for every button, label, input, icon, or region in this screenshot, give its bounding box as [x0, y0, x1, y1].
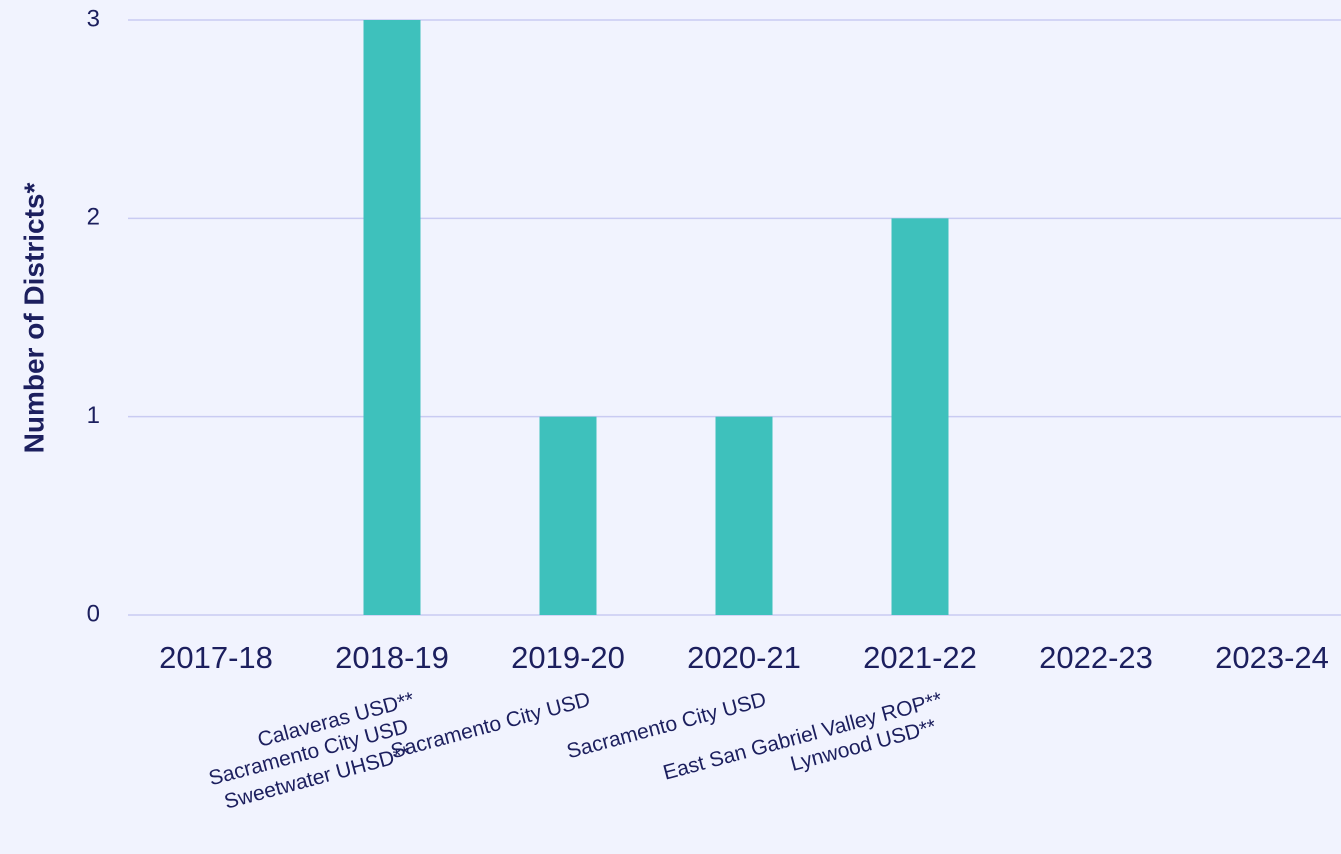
bar	[891, 218, 949, 616]
bar	[363, 20, 421, 615]
x-tick-label: 2023-24	[1215, 640, 1329, 675]
bar	[715, 416, 773, 615]
y-tick-label: 2	[87, 204, 100, 231]
y-tick-label: 0	[87, 600, 100, 627]
x-tick-label: 2018-19	[335, 640, 449, 675]
x-tick-label: 2017-18	[159, 640, 273, 675]
y-tick-label: 3	[87, 5, 100, 32]
y-tick-label: 1	[87, 402, 100, 429]
y-axis-label: Number of Districts*	[18, 183, 49, 454]
x-tick-label: 2021-22	[863, 640, 977, 675]
x-tick-label: 2019-20	[511, 640, 625, 675]
x-tick-label: 2022-23	[1039, 640, 1153, 675]
x-tick-label: 2020-21	[687, 640, 801, 675]
bar	[539, 416, 597, 615]
